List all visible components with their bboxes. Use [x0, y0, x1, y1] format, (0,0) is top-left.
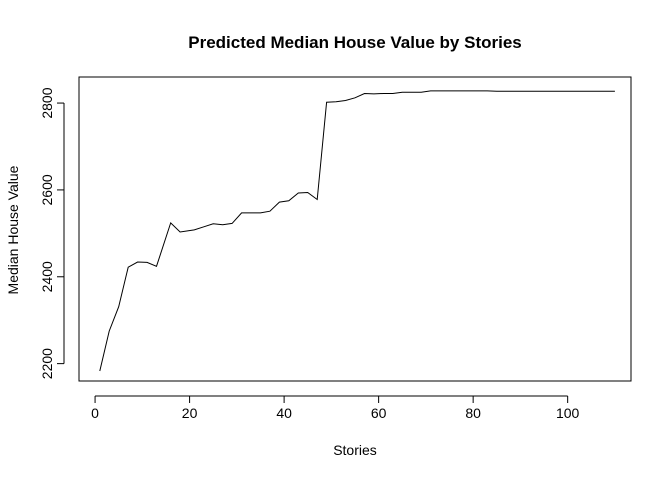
x-tick-label: 40	[276, 405, 292, 421]
x-axis-label: Stories	[333, 442, 377, 458]
y-tick-label: 2400	[39, 261, 55, 292]
plot-frame	[78, 76, 632, 382]
y-tick-label: 2200	[39, 348, 55, 379]
y-tick-label: 2600	[39, 174, 55, 205]
y-axis: 2200 2400 2600 2800	[39, 87, 65, 379]
series-line	[99, 90, 615, 372]
x-axis: 0 20 40 60 80 100	[91, 395, 580, 421]
series-layer	[99, 90, 615, 372]
x-tick-label: 60	[371, 405, 387, 421]
y-tick-label: 2800	[39, 87, 55, 118]
x-tick-label: 20	[182, 405, 198, 421]
chart-title: Predicted Median House Value by Stories	[188, 33, 522, 52]
x-tick-label: 100	[556, 405, 580, 421]
y-axis-label: Median House Value	[5, 165, 21, 294]
x-tick-label: 80	[465, 405, 481, 421]
x-tick-label: 0	[91, 405, 99, 421]
